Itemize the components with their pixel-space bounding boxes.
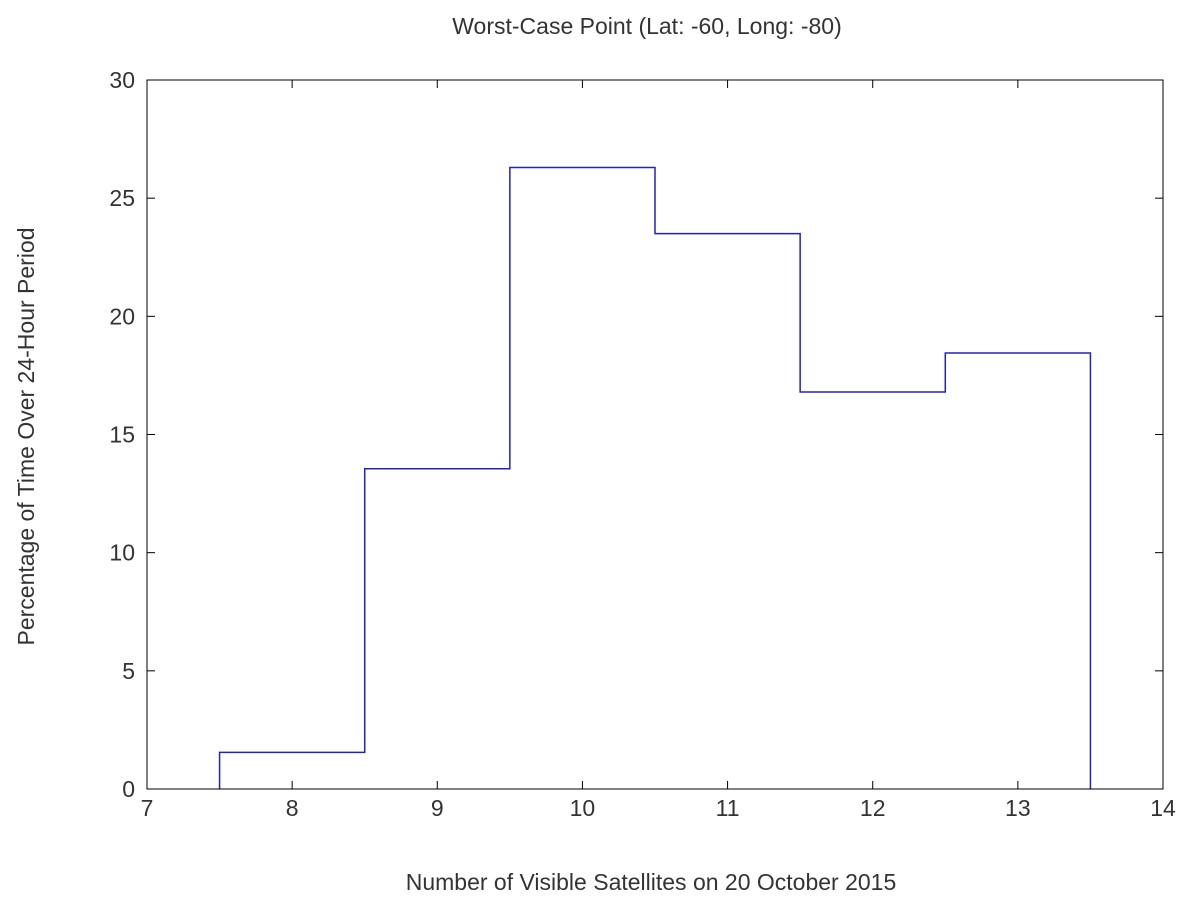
x-tick-label: 11	[716, 795, 740, 821]
chart-title: Worst-Case Point (Lat: -60, Long: -80)	[452, 13, 841, 39]
y-tick-label: 30	[109, 67, 135, 93]
x-tick-label: 8	[286, 795, 299, 821]
y-tick-label: 15	[109, 422, 135, 448]
x-tick-label: 10	[570, 795, 596, 821]
x-tick-label: 7	[141, 795, 154, 821]
x-tick-label: 14	[1150, 795, 1176, 821]
tick-labels-layer: 7 8 9 10 11 12 13 14 0 5 10 15 20 25 30	[109, 67, 1176, 821]
x-tick-label: 9	[431, 795, 444, 821]
x-axis-label: Number of Visible Satellites on 20 Octob…	[406, 869, 897, 895]
y-tick-label: 10	[109, 540, 135, 566]
plot-frame	[146, 79, 1164, 790]
histogram-step-line	[218, 166, 1092, 789]
y-tick-label: 25	[109, 185, 135, 211]
y-tick-label: 20	[109, 303, 135, 329]
y-tick-label: 5	[122, 658, 135, 684]
y-axis-label: Percentage of Time Over 24-Hour Period	[13, 227, 39, 645]
x-tick-label: 12	[860, 795, 886, 821]
x-tick-label: 13	[1005, 795, 1031, 821]
y-tick-label: 0	[122, 776, 135, 802]
